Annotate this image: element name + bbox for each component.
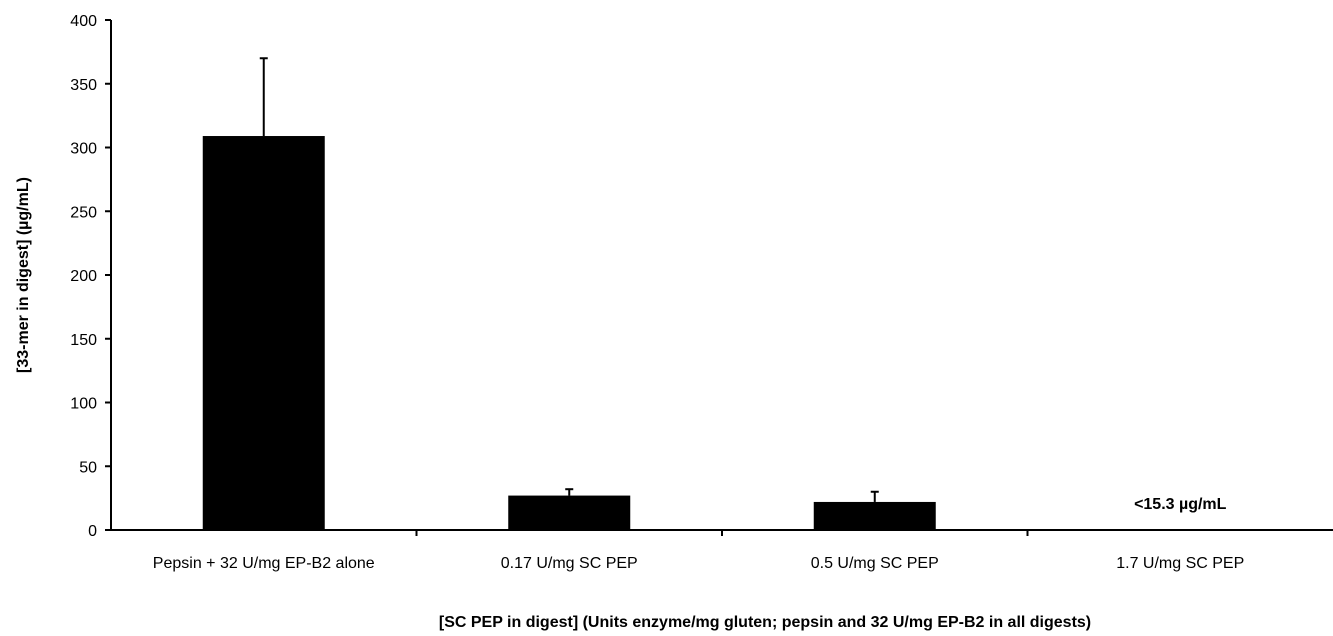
bar (508, 495, 631, 530)
bar (202, 136, 325, 530)
y-axis-title: [33-mer in digest] (µg/mL) (15, 177, 32, 373)
category-label: 1.7 U/mg SC PEP (1116, 555, 1244, 572)
y-tick-label: 250 (70, 204, 97, 221)
y-tick-label: 50 (79, 459, 97, 476)
y-tick-label: 100 (70, 396, 97, 413)
bars (202, 136, 936, 530)
y-tick-label: 150 (70, 332, 97, 349)
category-labels: Pepsin + 32 U/mg EP-B2 alone 0.17 U/mg SC… (153, 555, 1244, 572)
y-tick-label: 300 (70, 141, 97, 158)
y-tick-label: 400 (70, 13, 97, 30)
category-label: 0.5 U/mg SC PEP (811, 555, 939, 572)
y-ticks: 0 50 100 150 200 250 300 350 400 (70, 13, 111, 540)
x-axis-title: [SC PEP in digest] (Units enzyme/mg glut… (439, 614, 1091, 631)
category-label: 0.17 U/mg SC PEP (501, 555, 638, 572)
y-tick-label: 0 (88, 523, 97, 540)
x-ticks (415, 530, 1029, 536)
detection-limit-annotation: <15.3 µg/mL (1134, 496, 1227, 513)
bar (813, 501, 936, 530)
category-label: Pepsin + 32 U/mg EP-B2 alone (153, 555, 375, 572)
y-tick-label: 200 (70, 268, 97, 285)
y-tick-label: 350 (70, 77, 97, 94)
error-bars (259, 57, 879, 502)
